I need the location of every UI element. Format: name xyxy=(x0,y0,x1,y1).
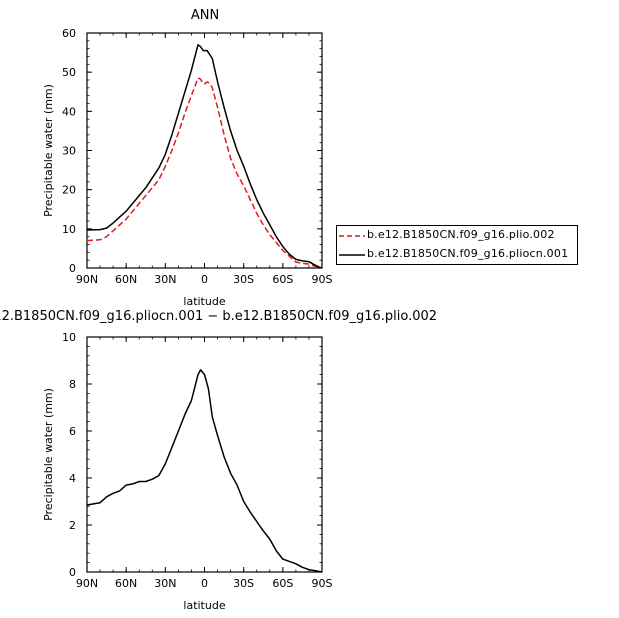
x-tick-label: 90S xyxy=(312,577,333,590)
x-tick-label: 30N xyxy=(154,273,176,286)
y-tick-label: 40 xyxy=(62,105,76,118)
plot-frame xyxy=(86,32,323,269)
y-tick-label: 60 xyxy=(62,27,76,40)
x-tick-label: 0 xyxy=(201,577,208,590)
y-tick-label: 0 xyxy=(69,262,76,275)
y-tick-label: 50 xyxy=(62,66,76,79)
x-tick-label: 60S xyxy=(272,273,293,286)
y-tick-label: 8 xyxy=(69,378,76,391)
y-tick-label: 30 xyxy=(62,145,76,158)
y-axis-label: Precipitable water (mm) xyxy=(42,84,55,217)
legend-label: b.e12.B1850CN.f09_g16.plio.002 xyxy=(367,228,555,241)
chart-title: b.e12.B1850CN.f09_g16.pliocn.001 − b.e12… xyxy=(0,309,437,324)
x-tick-label: 60S xyxy=(272,577,293,590)
y-tick-label: 4 xyxy=(69,472,76,485)
plot-frame xyxy=(86,336,323,573)
y-tick-label: 10 xyxy=(62,331,76,344)
x-tick-label: 30S xyxy=(233,273,254,286)
x-tick-label: 90S xyxy=(312,273,333,286)
bottom-panel: b.e12.B1850CN.f09_g16.pliocn.001 − b.e12… xyxy=(0,309,437,612)
legend-label: b.e12.B1850CN.f09_g16.pliocn.001 xyxy=(367,247,569,260)
legend: b.e12.B1850CN.f09_g16.plio.002 b.e12.B18… xyxy=(336,225,578,265)
x-tick-label: 30N xyxy=(154,577,176,590)
y-tick-label: 10 xyxy=(62,223,76,236)
y-tick-label: 2 xyxy=(69,519,76,532)
y-axis-label: Precipitable water (mm) xyxy=(42,388,55,521)
legend-item-pliocn-001: b.e12.B1850CN.f09_g16.pliocn.001 xyxy=(337,246,577,264)
legend-swatch-dashed-red xyxy=(339,235,365,237)
series-line-2 xyxy=(86,44,323,269)
x-tick-label: 30S xyxy=(233,577,254,590)
x-axis-label: latitude xyxy=(183,599,225,612)
top-panel: ANN 90N 60N 30N 0 30S 60S 90S 0 10 20 30 40 50 60 latit… xyxy=(42,8,333,308)
x-axis-label: latitude xyxy=(183,295,225,308)
y-tick-label: 6 xyxy=(69,425,76,438)
chart-title: ANN xyxy=(191,8,219,23)
x-tick-label: 90N xyxy=(76,273,98,286)
y-tick-label: 20 xyxy=(62,184,76,197)
series-line-1 xyxy=(86,77,323,269)
x-tick-label: 0 xyxy=(201,273,208,286)
legend-swatch-solid-black xyxy=(339,254,365,256)
x-tick-label: 90N xyxy=(76,577,98,590)
y-tick-label: 0 xyxy=(69,566,76,579)
legend-item-plio-002: b.e12.B1850CN.f09_g16.plio.002 xyxy=(337,227,577,245)
x-tick-label: 60N xyxy=(115,577,137,590)
x-tick-label: 60N xyxy=(115,273,137,286)
series-line-1 xyxy=(86,369,323,573)
